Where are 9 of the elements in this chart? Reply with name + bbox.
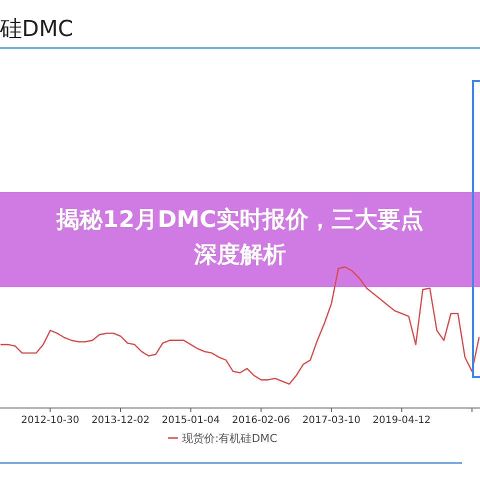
x-tick-label: 2013-12-02 (91, 415, 150, 426)
chart-title: 硅DMC (0, 17, 74, 42)
x-tick-label: 2015-01-04 (162, 415, 220, 426)
x-tick-label: 2012-10-30 (21, 415, 80, 426)
x-tick-label: 2017-03-10 (302, 415, 360, 426)
annotation: 揭秘12月DMC实时报价，三大要点深度解析 (56, 206, 424, 268)
x-tick-label: 2019-04-12 (372, 415, 431, 426)
legend: 现货价:有机硅DMC (168, 432, 278, 445)
x-tick-label: 2016-02-06 (232, 415, 290, 426)
